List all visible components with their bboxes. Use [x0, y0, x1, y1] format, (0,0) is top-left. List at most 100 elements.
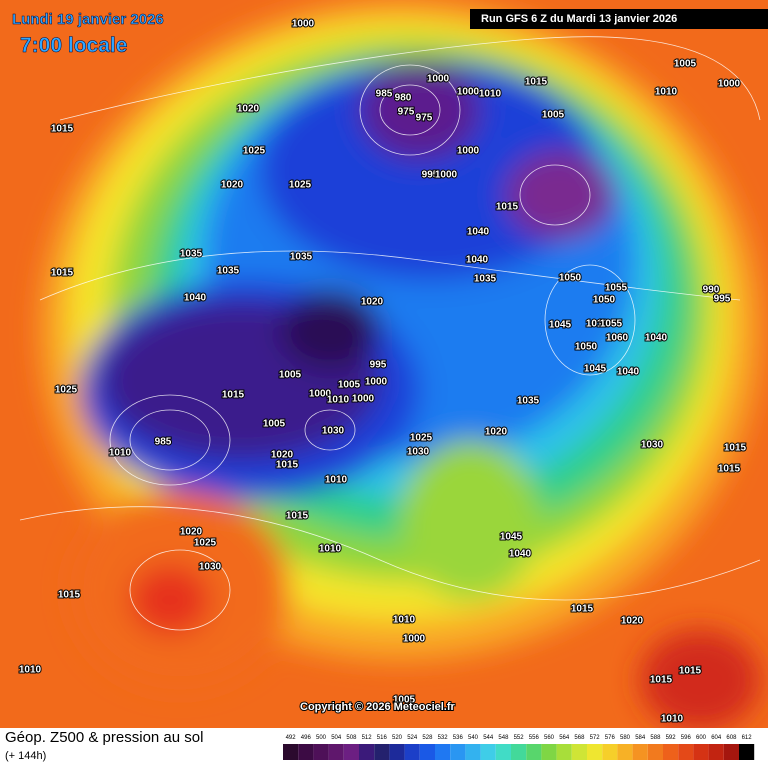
- scale-swatch: [739, 744, 755, 760]
- scale-swatch: [526, 744, 542, 760]
- isobar-label: 990: [703, 285, 720, 296]
- scale-swatch: [571, 744, 587, 760]
- isobar-label: 1035: [290, 252, 313, 263]
- scale-label: 532: [438, 735, 449, 741]
- isobar-label: 1030: [407, 447, 430, 458]
- footer-lead: (+ 144h): [5, 750, 46, 762]
- isobar-label: 1000: [718, 79, 741, 90]
- isobar-label: 1040: [467, 227, 490, 238]
- isobar-label: 1000: [427, 74, 450, 85]
- scale-swatch: [374, 744, 390, 760]
- scale-swatch: [587, 744, 603, 760]
- scale-label: 584: [635, 735, 646, 741]
- scale-label: 548: [498, 735, 509, 741]
- isobar-label: 1010: [325, 475, 348, 486]
- isobar-label: 1010: [393, 615, 416, 626]
- isobar-label: 1005: [393, 695, 416, 706]
- isobar-label: 1015: [525, 77, 548, 88]
- isobar-label: 1020: [180, 527, 203, 538]
- scale-label: 592: [666, 735, 677, 741]
- scale-label: 504: [331, 735, 342, 741]
- scale-swatch: [723, 744, 739, 760]
- scale-label: 524: [407, 735, 418, 741]
- isobar-label: 1005: [279, 370, 302, 381]
- scale-label: 576: [605, 735, 616, 741]
- scale-label: 556: [529, 735, 540, 741]
- isobar-label: 1000: [435, 170, 458, 181]
- isobar-label: 980: [395, 93, 412, 104]
- isobar-label: 1020: [221, 180, 244, 191]
- scale-label: 608: [726, 735, 737, 741]
- isobar-label: 1010: [19, 665, 42, 676]
- isobar-label: 1015: [679, 666, 702, 677]
- isobar-label: 1005: [674, 59, 697, 70]
- isobar-label: 1000: [309, 389, 332, 400]
- isobar-label: 1035: [180, 249, 203, 260]
- scale-swatch: [480, 744, 496, 760]
- isobar-label: 1045: [584, 364, 607, 375]
- isobar-label: 995: [370, 360, 387, 371]
- scale-swatch: [435, 744, 451, 760]
- isobar-label: 1005: [542, 110, 565, 121]
- isobar-label: 1010: [586, 319, 609, 330]
- scale-label: 604: [711, 735, 722, 741]
- isobar-label: 1035: [217, 266, 240, 277]
- scale-label: 572: [590, 735, 601, 741]
- scale-swatch: [663, 744, 679, 760]
- isobar-label: 1015: [718, 464, 741, 475]
- isobar-label: 1015: [276, 460, 299, 471]
- isobar-label: 1025: [243, 146, 266, 157]
- isobar-label: 1035: [517, 396, 540, 407]
- isobar-label: 1050: [559, 273, 582, 284]
- isobar-label: 995: [714, 294, 731, 305]
- scale-label: 500: [316, 735, 327, 741]
- scale-swatch: [404, 744, 420, 760]
- isobar-label: 1020: [485, 427, 508, 438]
- scale-swatch: [343, 744, 359, 760]
- footer-title: Géop. Z500 & pression au sol: [5, 729, 203, 746]
- scale-swatch: [617, 744, 633, 760]
- date-label: Lundi 19 janvier 2026: [12, 11, 164, 28]
- scale-swatch: [313, 744, 329, 760]
- isobar-label: 1040: [645, 333, 668, 344]
- isobar-label: 1000: [352, 394, 375, 405]
- isobar-label: 985: [376, 89, 393, 100]
- isobar-label: 1040: [617, 367, 640, 378]
- scale-label: 528: [422, 735, 433, 741]
- scale-label: 516: [377, 735, 388, 741]
- isobar-label: 1035: [474, 274, 497, 285]
- run-label: Run GFS 6 Z du Mardi 13 janvier 2026: [481, 13, 677, 25]
- isobar-label: 1015: [571, 604, 594, 615]
- isobar-label: 1020: [621, 616, 644, 627]
- isobar-label: 1025: [194, 538, 217, 549]
- isobar-label: 1010: [655, 87, 678, 98]
- scale-label: 536: [453, 735, 464, 741]
- isobar-label: 1005: [338, 380, 361, 391]
- isobar-label: 1010: [661, 714, 684, 725]
- scale-label: 520: [392, 735, 403, 741]
- isobar-label: 1040: [509, 549, 532, 560]
- isobar-label: 1025: [55, 385, 78, 396]
- isobar-label: 1015: [58, 590, 81, 601]
- isobar-label: 1020: [237, 104, 260, 115]
- scale-swatch: [678, 744, 694, 760]
- run-box: [470, 9, 768, 29]
- isobar-label: 1010: [327, 395, 350, 406]
- scale-label: 492: [286, 735, 297, 741]
- isobar-label: 1010: [109, 448, 132, 459]
- scale-swatch: [511, 744, 527, 760]
- isobar-label: 1000: [457, 146, 480, 157]
- scale-label: 588: [650, 735, 661, 741]
- scale-label: 580: [620, 735, 631, 741]
- scale-label: 596: [681, 735, 692, 741]
- isobar-label: 1020: [271, 450, 294, 461]
- isobar-label: 1055: [600, 319, 623, 330]
- scale-label: 564: [559, 735, 570, 741]
- isobar-label: 1000: [457, 87, 480, 98]
- scale-label: 560: [544, 735, 555, 741]
- scale-swatch: [359, 744, 375, 760]
- isobar-label: 1020: [361, 297, 384, 308]
- scale-label: 600: [696, 735, 707, 741]
- scale-label: 568: [574, 735, 585, 741]
- scale-label: 552: [514, 735, 525, 741]
